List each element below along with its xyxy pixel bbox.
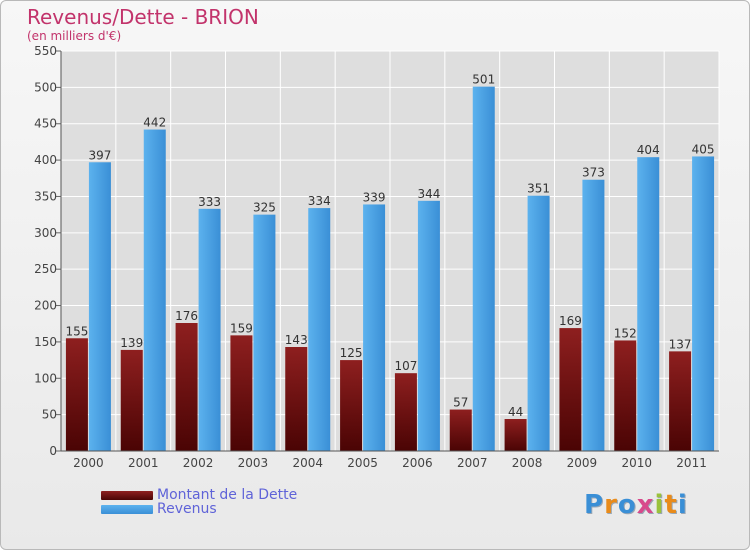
data-label-revenue-2002: 333 <box>198 195 221 209</box>
data-label-debt-2002: 176 <box>175 309 198 323</box>
legend-label-revenue: Revenus <box>157 501 217 517</box>
bar-revenue-2006 <box>417 200 440 451</box>
data-label-revenue-2001: 442 <box>143 116 166 130</box>
logo-letter: P <box>584 490 605 520</box>
data-label-debt-2008: 44 <box>508 405 523 419</box>
bar-debt-2011 <box>669 351 692 451</box>
data-label-debt-2001: 139 <box>120 336 143 350</box>
x-tick-label-2009: 2009 <box>567 456 598 470</box>
legend-label-debt: Montant de la Dette <box>157 487 298 503</box>
y-tick-label: 550 <box>34 44 57 58</box>
y-tick-label: 100 <box>34 371 57 385</box>
legend-swatch-debt <box>101 490 153 500</box>
bar-revenue-2009 <box>582 179 605 451</box>
bar-revenue-2001 <box>143 129 166 451</box>
legend-item-debt: Montant de la Dette <box>101 487 298 503</box>
data-label-debt-2007: 57 <box>453 396 468 410</box>
bar-revenue-2010 <box>637 157 660 451</box>
bar-debt-2003 <box>230 335 253 451</box>
bar-revenue-2003 <box>253 214 276 451</box>
bar-debt-2006 <box>394 373 417 451</box>
data-label-debt-2010: 152 <box>614 326 637 340</box>
logo-letter: o <box>617 490 637 520</box>
data-label-debt-2004: 143 <box>285 333 308 347</box>
data-label-revenue-2010: 404 <box>637 143 660 157</box>
bar-debt-2009 <box>559 328 582 451</box>
bar-debt-2008 <box>504 419 527 451</box>
y-tick-label: 400 <box>34 153 57 167</box>
data-label-debt-2011: 137 <box>669 337 692 351</box>
data-label-revenue-2007: 501 <box>472 73 495 87</box>
bar-debt-2010 <box>614 340 637 451</box>
logo-letter: i <box>677 490 688 520</box>
logo-letter: x <box>636 490 655 520</box>
bar-debt-2004 <box>285 347 308 451</box>
y-tick-label: 250 <box>34 262 57 276</box>
data-label-debt-2000: 155 <box>65 324 88 338</box>
proxiti-logo: Proxiti <box>584 490 688 520</box>
logo-letter: t <box>664 490 678 520</box>
data-label-debt-2003: 159 <box>230 321 253 335</box>
y-tick-label: 450 <box>34 117 57 131</box>
y-tick-label: 200 <box>34 299 57 313</box>
data-label-revenue-2008: 351 <box>527 182 550 196</box>
data-label-revenue-2004: 334 <box>308 194 331 208</box>
data-label-debt-2009: 169 <box>559 314 582 328</box>
x-tick-label-2001: 2001 <box>128 456 159 470</box>
bar-debt-2002 <box>175 323 198 451</box>
bar-debt-2001 <box>120 349 143 451</box>
data-label-revenue-2003: 325 <box>253 201 276 215</box>
y-tick-label: 350 <box>34 189 57 203</box>
bar-revenue-2008 <box>527 195 550 451</box>
bar-debt-2005 <box>340 360 363 451</box>
data-label-revenue-2005: 339 <box>363 190 386 204</box>
x-tick-label-2003: 2003 <box>238 456 269 470</box>
x-tick-label-2010: 2010 <box>621 456 652 470</box>
bar-debt-2000 <box>65 338 88 451</box>
data-label-revenue-2009: 373 <box>582 166 605 180</box>
x-tick-label-2011: 2011 <box>676 456 707 470</box>
data-label-debt-2005: 125 <box>340 346 363 360</box>
bar-revenue-2011 <box>692 156 715 452</box>
bar-revenue-2005 <box>363 204 386 451</box>
data-label-revenue-2006: 344 <box>417 187 440 201</box>
y-tick-label: 150 <box>34 335 57 349</box>
bar-debt-2007 <box>449 409 472 451</box>
data-label-revenue-2000: 397 <box>88 148 111 162</box>
data-label-revenue-2011: 405 <box>692 142 715 156</box>
chart-subtitle: (en milliers d'€) <box>27 29 122 43</box>
y-tick-label: 300 <box>34 226 57 240</box>
y-tick-label: 500 <box>34 80 57 94</box>
y-tick-label: 0 <box>49 444 57 458</box>
x-tick-label-2004: 2004 <box>292 456 323 470</box>
legend-item-revenue: Revenus <box>101 501 217 517</box>
legend-swatch-revenue <box>101 504 153 514</box>
bar-revenue-2007 <box>472 86 495 452</box>
bar-revenue-2002 <box>198 208 221 451</box>
x-tick-label-2000: 2000 <box>73 456 104 470</box>
x-tick-label-2007: 2007 <box>457 456 488 470</box>
x-tick-label-2005: 2005 <box>347 456 378 470</box>
bar-revenue-2004 <box>308 208 331 451</box>
bar-revenue-2000 <box>88 162 111 452</box>
logo-letter: i <box>654 490 665 520</box>
x-tick-label-2008: 2008 <box>512 456 543 470</box>
y-tick-label: 50 <box>42 408 57 422</box>
data-label-debt-2006: 107 <box>394 359 417 373</box>
chart-title: Revenus/Dette - BRION <box>27 5 259 29</box>
x-tick-label-2006: 2006 <box>402 456 433 470</box>
logo-letter: r <box>604 490 618 520</box>
x-tick-label-2002: 2002 <box>183 456 214 470</box>
